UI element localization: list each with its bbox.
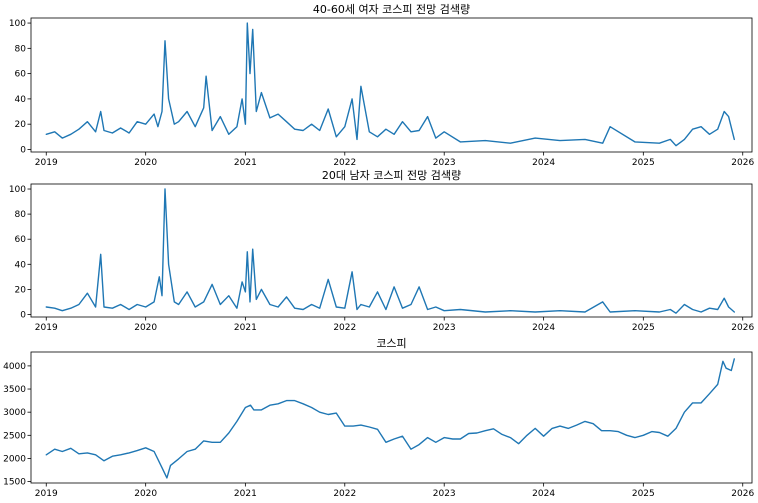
y-tick-label: 0 [20, 310, 26, 320]
x-tick-label: 2026 [731, 323, 754, 333]
y-tick-label: 2500 [3, 431, 26, 441]
x-tick-label: 2021 [234, 158, 257, 168]
y-tick-label: 4000 [3, 362, 26, 372]
x-tick-label: 2026 [731, 158, 754, 168]
y-tick-label: 20 [15, 120, 27, 130]
chart-title: 20대 남자 코스피 전망 검색량 [322, 169, 461, 182]
plot-frame [30, 351, 753, 484]
y-tick-label: 100 [9, 185, 26, 195]
x-tick-label: 2020 [134, 323, 157, 333]
y-tick-label: 3500 [3, 385, 26, 395]
y-tick-label: 40 [15, 260, 27, 270]
y-tick-label: 2000 [3, 454, 26, 464]
chart-title: 40-60세 여자 코스피 전망 검색량 [313, 3, 470, 16]
x-tick-label: 2025 [632, 158, 655, 168]
y-tick-label: 40 [15, 95, 27, 105]
x-tick-label: 2024 [532, 489, 555, 499]
x-tick-label: 2025 [632, 323, 655, 333]
x-tick-label: 2023 [433, 323, 456, 333]
x-tick-label: 2022 [333, 158, 356, 168]
series-line [45, 188, 735, 314]
series-line [45, 22, 735, 147]
x-tick-label: 2021 [234, 323, 257, 333]
y-tick-label: 1500 [3, 478, 26, 488]
y-tick-label: 60 [15, 70, 27, 80]
x-tick-label: 2020 [134, 489, 157, 499]
y-tick-label: 100 [9, 19, 26, 29]
x-tick-label: 2023 [433, 489, 456, 499]
y-tick-label: 3000 [3, 408, 26, 418]
x-tick-label: 2020 [134, 158, 157, 168]
y-tick-label: 60 [15, 235, 27, 245]
chart-panel-1: 40-60세 여자 코스피 전망 검색량 2019 2020 2021 2022 2023… [9, 3, 755, 168]
x-tick-label: 2019 [35, 489, 58, 499]
x-tick-label: 2024 [532, 323, 555, 333]
chart-title: 코스피 [376, 337, 406, 350]
plot-frame [30, 183, 753, 318]
y-tick-label: 80 [15, 44, 27, 54]
x-tick-label: 2023 [433, 158, 456, 168]
x-tick-label: 2021 [234, 489, 257, 499]
y-tick-label: 80 [15, 210, 27, 220]
plot-frame [30, 17, 753, 153]
x-tick-label: 2025 [632, 489, 655, 499]
x-tick-label: 2019 [35, 158, 58, 168]
x-tick-label: 2022 [333, 323, 356, 333]
y-tick-label: 20 [15, 285, 27, 295]
x-tick-label: 2019 [35, 323, 58, 333]
x-tick-label: 2026 [731, 489, 754, 499]
x-tick-label: 2024 [532, 158, 555, 168]
x-tick-label: 2022 [333, 489, 356, 499]
chart-panel-3: 코스피 2019 2020 2021 2022 2023 2024 2025 2026 1500 2… [3, 337, 754, 499]
series-line [45, 358, 735, 479]
y-tick-label: 0 [20, 145, 26, 155]
